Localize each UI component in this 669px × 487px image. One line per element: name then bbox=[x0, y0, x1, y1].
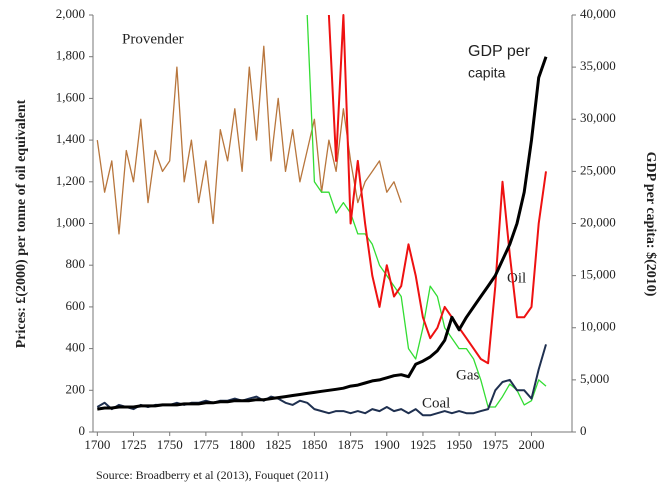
y-tick-label: 600 bbox=[66, 298, 86, 313]
x-tick-label: 1725 bbox=[121, 437, 147, 452]
y-tick-label: 0 bbox=[79, 423, 86, 438]
y2-tick-label: 20,000 bbox=[580, 214, 616, 229]
x-tick-label: 1900 bbox=[374, 437, 400, 452]
x-tick-label: 1875 bbox=[338, 437, 364, 452]
x-tick-label: 1850 bbox=[301, 437, 327, 452]
y-tick-label: 2,000 bbox=[56, 6, 85, 21]
x-tick-label: 1700 bbox=[84, 437, 110, 452]
annotation: Coal bbox=[422, 395, 450, 411]
x-tick-label: 1975 bbox=[482, 437, 508, 452]
annotation: Gas bbox=[456, 367, 479, 383]
y2-tick-label: 15,000 bbox=[580, 267, 616, 282]
x-tick-label: 1950 bbox=[446, 437, 472, 452]
y2-tick-label: 35,000 bbox=[580, 58, 616, 73]
x-tick-label: 2000 bbox=[518, 437, 544, 452]
source: Source: Broadberry et al (2013), Fouquet… bbox=[96, 468, 329, 482]
series-line bbox=[96, 45, 402, 235]
annotation: capita bbox=[468, 65, 506, 81]
y2-tick-label: 0 bbox=[580, 423, 587, 438]
y2-tick-label: 5,000 bbox=[580, 371, 609, 386]
y-tick-label: 400 bbox=[66, 340, 86, 355]
y-tick-label: 1,000 bbox=[56, 214, 85, 229]
y-tick-label: 1,400 bbox=[56, 131, 85, 146]
y-axis-label: Prices: £(2000) per tonne of oil equival… bbox=[14, 99, 29, 348]
y2-tick-label: 30,000 bbox=[580, 110, 616, 125]
y-tick-label: 1,800 bbox=[56, 48, 85, 63]
annotation: GDP per bbox=[468, 43, 531, 60]
y-tick-label: 1,600 bbox=[56, 89, 85, 104]
y-tick-label: 1,200 bbox=[56, 173, 85, 188]
series-line bbox=[97, 56, 548, 411]
series-line bbox=[306, 14, 547, 408]
y2-tick-label: 10,000 bbox=[580, 319, 616, 334]
annotation: Provender bbox=[122, 31, 184, 47]
y2-axis-label: GDP per capita: $(2010) bbox=[643, 152, 658, 297]
y-tick-label: 800 bbox=[66, 256, 86, 271]
annotation: Oil bbox=[507, 270, 526, 286]
y2-tick-label: 40,000 bbox=[580, 6, 616, 21]
y-tick-label: 200 bbox=[66, 381, 86, 396]
y2-tick-label: 25,000 bbox=[580, 162, 616, 177]
x-tick-label: 1925 bbox=[410, 437, 436, 452]
x-tick-label: 1800 bbox=[229, 437, 255, 452]
x-tick-label: 1825 bbox=[265, 437, 291, 452]
x-tick-label: 1750 bbox=[157, 437, 183, 452]
x-tick-label: 1775 bbox=[193, 437, 219, 452]
series-line bbox=[327, 14, 547, 365]
